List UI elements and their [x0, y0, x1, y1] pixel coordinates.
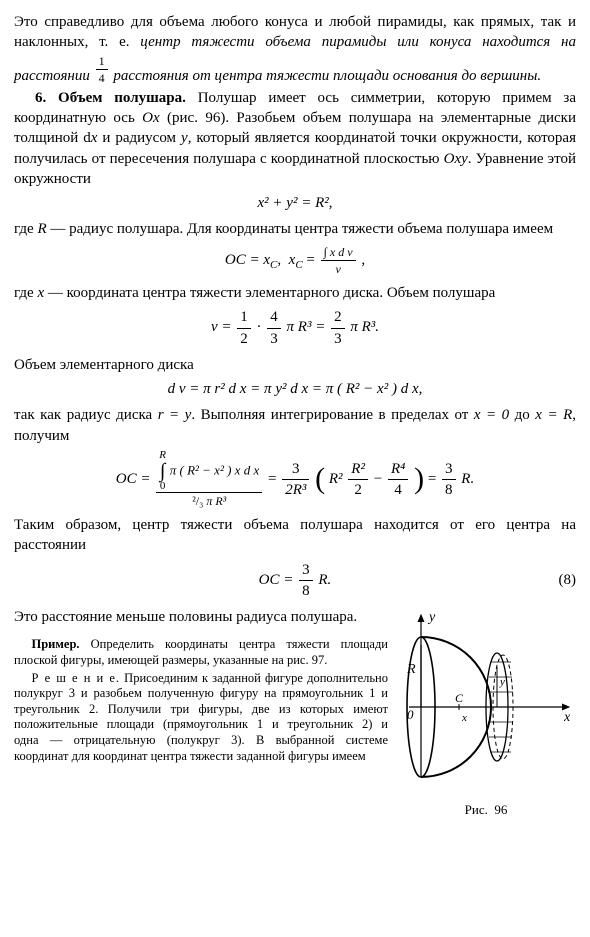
fig-ysmall-label: y	[499, 676, 505, 688]
eq-OC-xc: OC = xC, xC = ∫ x d v v ,	[14, 244, 576, 277]
eq-number-8: (8)	[559, 570, 577, 590]
fig-origin-label: 0	[407, 707, 414, 722]
solution-para: Р е ш е н и е. Присоединим к заданной фи…	[14, 671, 388, 765]
fig-C-label: C	[455, 691, 464, 705]
para-R-radius: где R — радиус полушара. Для координаты …	[14, 219, 576, 239]
eq-circle: x² + y² = R²,	[14, 193, 576, 213]
right-paren-icon: )	[414, 467, 424, 491]
example-para: Пример. Определить координаты центра тяж…	[14, 637, 388, 668]
section-6-heading: 6. Объем полушара.	[35, 90, 186, 106]
para1-italic-2: расстояния от центра тяжести площади осн…	[110, 68, 542, 84]
fig-R-label: R	[406, 662, 416, 677]
fig-xsmall-label: x	[461, 712, 467, 724]
para-cone-pyramid: Это справедливо для объема любого конуса…	[14, 12, 576, 86]
fig-y-axis-label: y	[427, 610, 436, 625]
para-elem-disk: Объем элементарного диска	[14, 355, 576, 375]
section-6-para: 6. Объем полушара. Полушар имеет ось сим…	[14, 88, 576, 189]
eq-OC-integral: OC = R ∫ 0 π ( R² − x² ) x d x ²/₃ π R³ …	[14, 450, 576, 509]
eq-OC-3-8R: OC = 38 R. (8)	[14, 560, 576, 602]
example-heading: Пример.	[32, 637, 80, 651]
frac-xc: ∫ x d v v	[321, 244, 356, 277]
para-less-half: Это расстояние меньше половины радиуса п…	[14, 607, 388, 627]
figure-96-caption: Рис. 96	[396, 801, 576, 819]
para-r-eq-y: так как радиус диска r = y. Выполняя инт…	[14, 405, 576, 446]
figure-96-svg: y x 0 R C x y	[399, 607, 574, 797]
fig-x-axis-label: x	[563, 710, 571, 725]
solution-heading: Р е ш е н и е.	[32, 671, 121, 685]
left-paren-icon: (	[315, 467, 325, 491]
eq-dv: d v = π r² d x = π y² d x = π ( R² − x² …	[14, 379, 576, 399]
integral-icon: R ∫ 0	[159, 450, 166, 492]
frac-1-4: 14	[96, 53, 108, 86]
para-thus: Таким образом, центр тяжести объема полу…	[14, 515, 576, 556]
para-x-coord: где x — координата центра тяжести элемен…	[14, 283, 576, 303]
eq-volume-hemisphere: v = 12 · 43 π R³ = 23 π R³.	[14, 307, 576, 349]
